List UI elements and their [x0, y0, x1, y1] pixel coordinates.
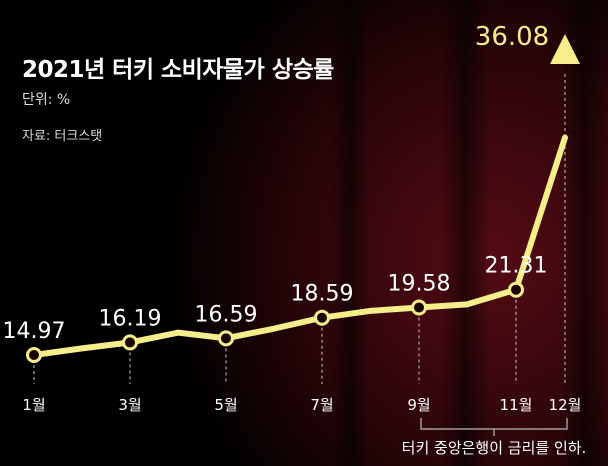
data-point — [314, 309, 330, 326]
arrow-head — [550, 34, 580, 64]
x-tick-label: 7월 — [310, 396, 333, 414]
data-label: 36.08 — [475, 22, 549, 52]
series-line — [31, 134, 568, 358]
data-markers — [26, 281, 524, 363]
guide-lines — [33, 74, 566, 384]
x-tick-label: 12월 — [549, 396, 582, 414]
data-label: 18.59 — [291, 282, 354, 307]
data-label: 14.97 — [3, 319, 66, 344]
x-tick-label: 11월 — [500, 396, 533, 414]
annotation-group: 터키 중앙은행이 금리를 인하. — [402, 418, 587, 457]
data-point — [122, 334, 138, 351]
data-label: 21.31 — [485, 254, 548, 279]
unit-label: 단위: % — [22, 92, 71, 108]
chart-title: 2021년 터키 소비자물가 상승률 — [22, 57, 334, 83]
data-labels: 14.97 16.19 16.59 18.59 19.58 21.31 36.08 — [3, 22, 550, 344]
data-point — [508, 281, 524, 298]
data-label: 16.19 — [99, 306, 162, 331]
curtain-fold — [560, 0, 608, 466]
curtain-fold — [330, 0, 370, 466]
data-point — [218, 330, 234, 347]
x-tick-label: 1월 — [22, 396, 45, 414]
data-point — [411, 299, 427, 316]
annotation-text: 터키 중앙은행이 금리를 인하. — [402, 439, 587, 457]
data-point — [26, 347, 42, 363]
x-tick-label: 3월 — [118, 396, 141, 414]
data-label: 19.58 — [388, 272, 451, 297]
data-label: 16.59 — [195, 302, 258, 327]
x-tick-label: 9월 — [407, 396, 430, 414]
curtain-fold — [440, 0, 490, 466]
source-label: 자료: 터크스탯 — [22, 129, 103, 144]
x-tick-label: 5월 — [214, 396, 237, 414]
x-axis-ticks: 1월 3월 5월 7월 9월 11월 12월 — [22, 396, 581, 414]
